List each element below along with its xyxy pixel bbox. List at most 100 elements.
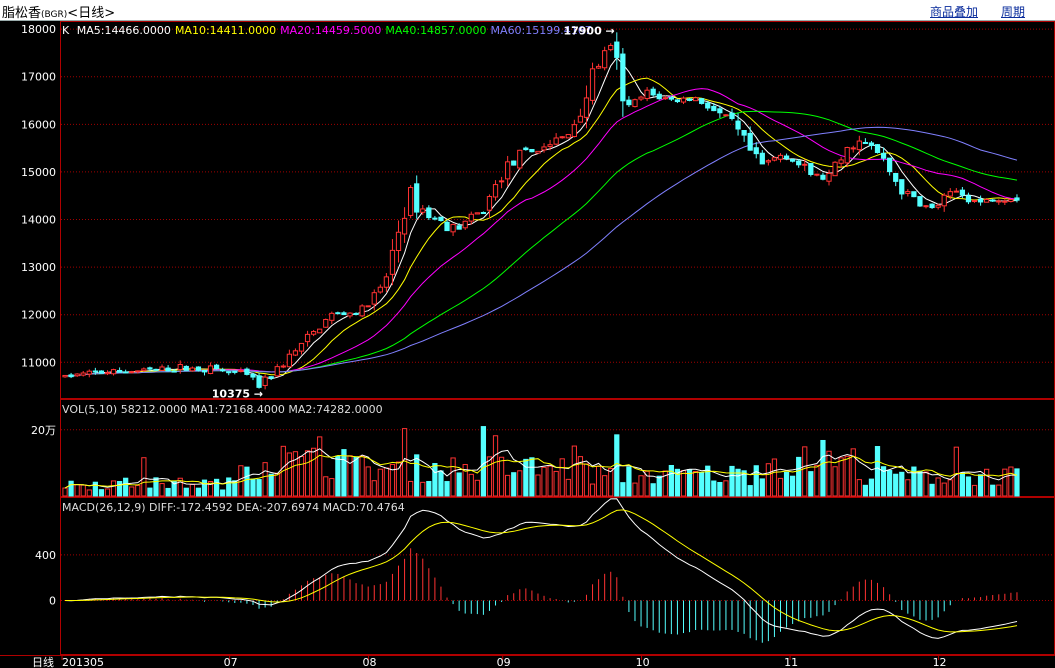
volume-bar: [505, 474, 511, 497]
volume-bar: [844, 455, 850, 497]
x-tick-label: 12: [933, 656, 947, 668]
candle-body: [692, 97, 699, 102]
candle-body: [941, 194, 947, 207]
x-tick-label: 09: [497, 656, 511, 668]
volume-bar: [480, 426, 487, 497]
volume-bar: [213, 478, 220, 497]
candle-body: [656, 93, 662, 100]
candle-body: [359, 305, 365, 317]
candle-body: [183, 365, 189, 371]
volume-bar: [905, 479, 911, 497]
volume-bar: [262, 462, 268, 497]
volume-bar: [408, 480, 414, 497]
futures-chart[interactable]: 11000 12000 13000 14000 15000 16000 17000 18000…: [0, 21, 1055, 668]
volume-bar: [183, 487, 189, 497]
volume-bar: [626, 466, 632, 497]
candle-body: [820, 174, 826, 180]
candle-body: [565, 134, 571, 139]
volume-bar: [826, 450, 832, 497]
period-button[interactable]: 周期: [1001, 5, 1026, 19]
price-tick-label: 11000: [21, 356, 56, 369]
volume-bar: [311, 447, 317, 497]
macd-diff-line: [64, 498, 1018, 639]
volume-bar: [426, 480, 432, 497]
moving-average-lines: [64, 57, 1018, 380]
volume-bar: [577, 456, 584, 497]
candle-body: [959, 189, 966, 196]
candle-body: [438, 216, 444, 221]
volume-bar: [753, 465, 759, 497]
macd-dea-line: [65, 509, 1018, 633]
volume-bar: [965, 476, 972, 497]
candle-body: [905, 191, 911, 194]
candle-body: [790, 159, 796, 162]
volume-bar: [771, 458, 778, 497]
volume-bar: [971, 484, 978, 497]
candle-body: [583, 97, 590, 118]
volume-bar: [790, 475, 796, 497]
volume-bar: [553, 470, 559, 497]
volume-bar: [874, 446, 881, 497]
volume-bar: [856, 479, 862, 497]
volume-bar: [680, 470, 687, 497]
candle-body: [868, 142, 875, 146]
volume-bar: [232, 480, 238, 497]
candle-body: [541, 146, 547, 151]
candle-body: [414, 183, 420, 213]
overlay-commodity-button[interactable]: 商品叠加: [930, 5, 979, 19]
price-tick-label: 17000: [21, 71, 56, 84]
volume-bar: [486, 456, 493, 497]
candle-body: [177, 364, 183, 371]
candle-body: [304, 333, 311, 343]
candle-body: [753, 147, 759, 155]
candles: [62, 32, 1020, 390]
price-tick-label: 18000: [21, 23, 56, 36]
x-tick-label: 07: [224, 656, 238, 668]
candle-body: [62, 374, 68, 378]
volume-bar: [814, 464, 820, 497]
volume-bar: [808, 471, 814, 497]
volume-bar: [565, 478, 571, 497]
candle-body: [741, 130, 747, 136]
volume-ma-line: [64, 448, 1017, 489]
candle-body: [553, 137, 559, 145]
volume-bar: [468, 473, 474, 497]
candle-body: [887, 157, 893, 173]
volume-bar: [401, 428, 408, 497]
volume-bar: [571, 445, 577, 497]
candle-body: [844, 146, 850, 164]
candle-body: [796, 160, 802, 166]
volume-bar: [207, 481, 214, 497]
volume-bar: [116, 480, 123, 497]
candle-body: [874, 144, 881, 154]
candle-body: [589, 68, 596, 101]
volume-bar: [86, 489, 92, 497]
volume-bar: [250, 478, 256, 497]
candle-body: [250, 373, 256, 378]
candle-body: [377, 286, 383, 293]
volume-bar: [123, 477, 129, 497]
volume-bar: [1008, 466, 1014, 497]
candle-body: [517, 149, 523, 169]
candle-body: [450, 223, 456, 233]
volume-bar: [517, 470, 523, 497]
volume-bar: [147, 487, 153, 497]
candle-body: [129, 371, 135, 374]
volume-legend: VOL(5,10) 58212.0000 MA1:72168.4000 MA2:…: [62, 403, 383, 416]
candle-body: [98, 370, 105, 374]
candle-body: [984, 198, 990, 203]
volume-bar: [286, 452, 292, 497]
volume-bar: [759, 478, 765, 497]
volume-bar: [674, 468, 681, 497]
volume-bar: [298, 455, 305, 497]
volume-bar: [129, 486, 135, 497]
volume-bar: [438, 470, 444, 497]
x-tick-label: 10: [636, 656, 650, 668]
candle-body: [395, 231, 402, 252]
candle-body: [832, 161, 838, 177]
volume-bar: [887, 470, 893, 497]
candle-body: [808, 163, 814, 175]
candle-body: [104, 372, 111, 375]
candle-body: [777, 154, 784, 160]
volume-bar: [923, 471, 929, 497]
